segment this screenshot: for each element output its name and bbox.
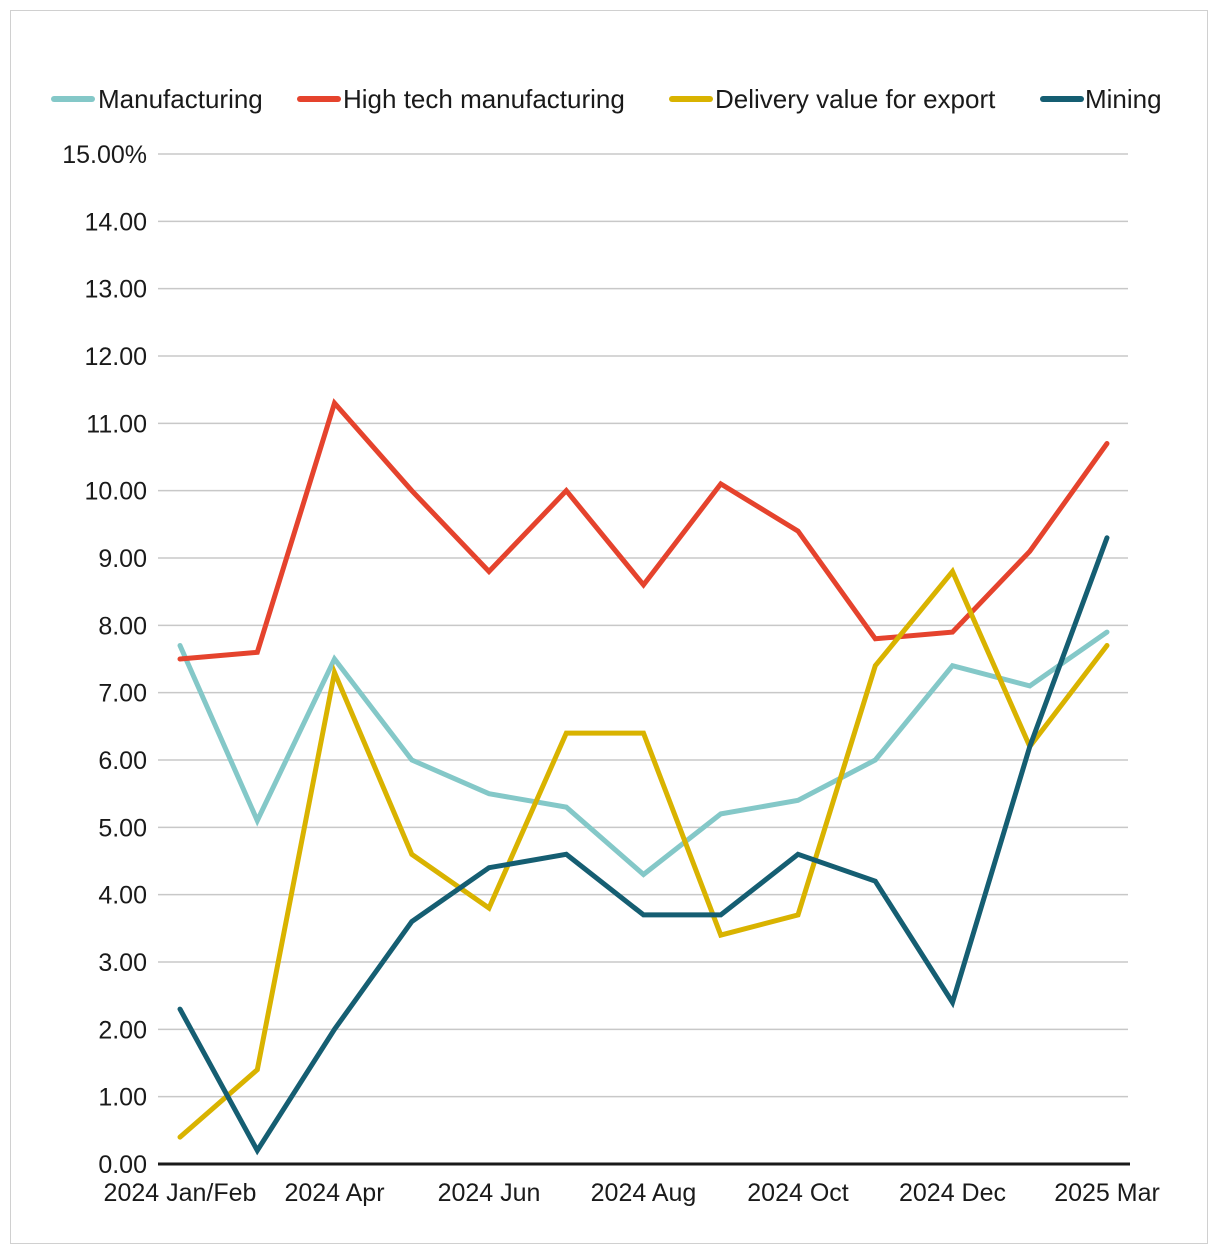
x-axis-tick-labels: 2024 Jan/Feb 2024 Apr 2024 Jun 2024 Aug 2024… xyxy=(104,1179,1160,1207)
legend-label: Delivery value for export xyxy=(715,84,996,114)
y-tick-label: 13.00 xyxy=(84,276,147,304)
y-tick-label: 3.00 xyxy=(98,949,147,977)
y-tick-label: 9.00 xyxy=(98,545,147,573)
y-tick-label: 5.00 xyxy=(98,814,147,842)
series-line-high-tech-manufacturing xyxy=(177,398,1110,662)
series-lines xyxy=(177,398,1110,1156)
x-tick-label: 2024 Jan/Feb xyxy=(104,1179,257,1207)
legend-label: Manufacturing xyxy=(98,84,263,114)
legend-label: High tech manufacturing xyxy=(343,84,625,114)
legend-item: Mining xyxy=(1040,84,1162,114)
y-tick-label: 0.00 xyxy=(98,1151,147,1179)
y-tick-label: 6.00 xyxy=(98,747,147,775)
y-tick-label: 7.00 xyxy=(98,680,147,708)
y-tick-label: 12.00 xyxy=(84,343,147,371)
y-tick-label: 2.00 xyxy=(98,1016,147,1044)
y-tick-label: 1.00 xyxy=(98,1084,147,1112)
legend-item: High tech manufacturing xyxy=(297,84,625,114)
x-tick-label: 2024 Apr xyxy=(284,1179,384,1207)
y-tick-label: 11.00 xyxy=(86,410,147,438)
x-tick-label: 2024 Oct xyxy=(747,1179,849,1207)
series-line-delivery-value-for-export xyxy=(177,566,1110,1140)
series-line-mining xyxy=(177,535,1110,1156)
series-line-manufacturing xyxy=(177,629,1110,878)
legend-item: Manufacturing xyxy=(51,84,263,114)
y-tick-label: 10.00 xyxy=(84,478,147,506)
y-tick-label: 4.00 xyxy=(98,882,147,910)
legend-item: Delivery value for export xyxy=(669,84,996,114)
y-tick-label: 8.00 xyxy=(98,612,147,640)
y-tick-label: 14.00 xyxy=(84,208,147,236)
x-tick-label: 2024 Dec xyxy=(899,1179,1006,1207)
legend-label: Mining xyxy=(1085,84,1162,114)
x-tick-label: 2024 Jun xyxy=(438,1179,541,1207)
chart-frame xyxy=(10,10,1208,1244)
y-tick-label: 15.00% xyxy=(62,141,147,169)
y-axis-tick-labels: 0.00 1.00 2.00 3.00 4.00 5.00 6.00 7.00 8.00 9.00… xyxy=(62,141,147,1179)
x-tick-label: 2024 Aug xyxy=(591,1179,697,1207)
gridlines xyxy=(158,153,1130,1166)
x-tick-label: 2025 Mar xyxy=(1054,1179,1160,1207)
legend: Manufacturing High tech manufacturing Deli… xyxy=(51,84,1162,114)
